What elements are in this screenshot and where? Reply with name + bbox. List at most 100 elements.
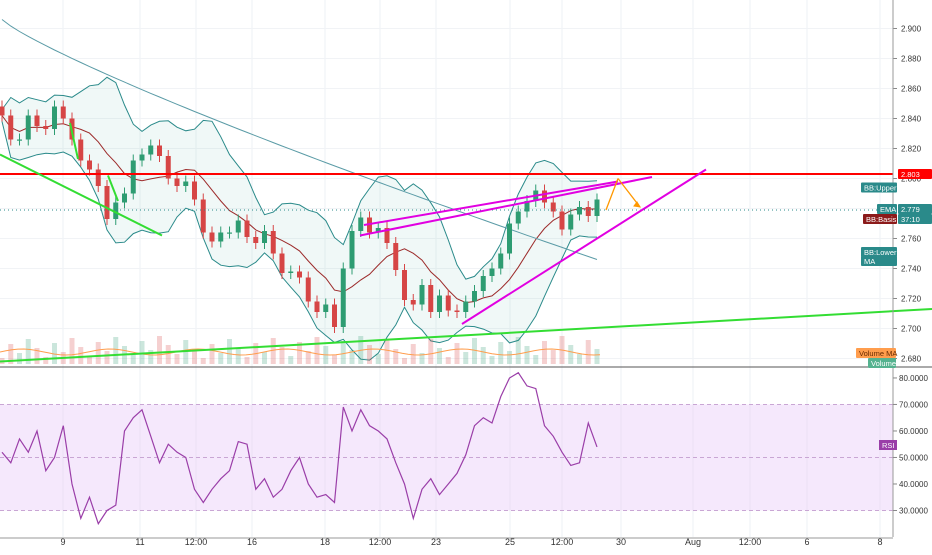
- volume-bar: [419, 353, 425, 364]
- volume-bar: [262, 352, 267, 364]
- y-tick-label: 2.820: [901, 145, 922, 154]
- x-tick-label: 12:00: [369, 537, 392, 547]
- candle-body: [507, 223, 512, 254]
- candle-body: [34, 115, 40, 126]
- candle-body: [52, 106, 57, 129]
- candle-body: [270, 231, 276, 254]
- y-tick-label: 2.900: [901, 25, 922, 34]
- candle-body: [568, 214, 574, 230]
- x-tick-label: 6: [804, 537, 809, 547]
- volume-bar: [585, 340, 591, 364]
- rsi-panel: [0, 371, 893, 526]
- green-segment-1: [69, 122, 79, 160]
- rsi-line: [1, 371, 598, 526]
- volume-bar: [594, 349, 600, 364]
- volume-bar: [148, 350, 154, 364]
- x-tick-label: 9: [60, 537, 65, 547]
- candle-body: [515, 211, 521, 224]
- rsi-tick-label: 80.0000: [899, 374, 928, 383]
- candle-body: [332, 304, 337, 327]
- volume-bar: [8, 344, 14, 364]
- volume-bar: [297, 342, 302, 364]
- bollinger-bands: [1, 19, 598, 361]
- volume-bar: [244, 357, 250, 364]
- volume-bar: [34, 348, 40, 364]
- candle-body: [139, 154, 145, 161]
- x-tick-label: 30: [616, 537, 626, 547]
- candle-body: [577, 207, 582, 215]
- y-tick-label: 2.700: [901, 325, 922, 334]
- candle-body: [60, 106, 66, 119]
- rsi-tag: [879, 440, 897, 450]
- y-tick-label: 2.860: [901, 85, 922, 94]
- candle-body: [297, 271, 302, 278]
- volume-bar: [375, 354, 381, 364]
- candle-body: [95, 169, 101, 186]
- volume-bar: [235, 348, 241, 364]
- volume-bar: [498, 342, 504, 364]
- rsi-tick-label: 30.0000: [899, 506, 928, 515]
- candle-body: [113, 202, 119, 219]
- volume-bar: [52, 343, 57, 364]
- green-segment-2: [107, 175, 119, 202]
- price-tag-label: BB:Lower: [864, 248, 897, 257]
- volume-bar: [227, 339, 232, 364]
- rsi-tick-label: 70.0000: [899, 400, 928, 409]
- price-tag: [868, 358, 896, 368]
- candle-body: [445, 295, 451, 311]
- volume-bar: [279, 347, 285, 364]
- volume-bar: [524, 346, 530, 364]
- volume-bar: [87, 356, 92, 364]
- volume-bar: [568, 345, 574, 364]
- volume-bar: [472, 338, 477, 364]
- projection-arrow-up: [605, 178, 619, 211]
- trendlines: [0, 122, 932, 363]
- candle-body: [17, 139, 22, 141]
- candles: [0, 100, 600, 333]
- projection-arrowhead: [633, 201, 641, 208]
- volume-bar: [157, 336, 162, 364]
- volume-bar: [209, 344, 215, 364]
- magenta-lower: [461, 168, 707, 325]
- y-tick-label: 2.880: [901, 55, 922, 64]
- price-tag-label: EMA: [880, 205, 896, 214]
- candle-body: [410, 300, 416, 305]
- x-tick-label: 12:00: [551, 537, 574, 547]
- candle-body: [428, 285, 434, 312]
- price-tag-label: 2.803: [901, 170, 920, 179]
- volume-bar: [95, 342, 101, 364]
- candle-body: [122, 193, 127, 203]
- volume-bar: [192, 349, 197, 364]
- volume-bar: [463, 352, 469, 364]
- volume-bar: [340, 341, 346, 364]
- candle-body: [472, 291, 477, 302]
- candle-body: [218, 232, 224, 242]
- candle-body: [200, 199, 206, 233]
- x-tick-label: 8: [877, 537, 882, 547]
- candle-body: [288, 271, 294, 273]
- volume-bar: [43, 357, 49, 364]
- candle-body: [454, 310, 460, 312]
- volume-bar: [349, 350, 355, 364]
- volume-bars: [0, 336, 601, 364]
- price-tag-label: Volume MA: [859, 349, 897, 358]
- volume-bar: [218, 353, 224, 364]
- volume-bar: [542, 341, 547, 364]
- volume-bar: [25, 339, 31, 364]
- volume-bar: [270, 338, 276, 364]
- x-tick-label: Aug: [685, 537, 701, 547]
- volume-bar: [17, 353, 22, 364]
- price-tag: [898, 169, 932, 179]
- price-tag: [898, 204, 932, 214]
- candle-body: [262, 231, 267, 243]
- candle-body: [279, 253, 285, 273]
- candle-body: [25, 115, 31, 140]
- x-tick-label: 12:00: [739, 537, 762, 547]
- candle-body: [393, 243, 399, 270]
- volume-bar: [174, 354, 180, 364]
- green-trendline-long: [0, 308, 932, 363]
- candle-body: [192, 181, 197, 200]
- green-trendline-left: [0, 153, 163, 237]
